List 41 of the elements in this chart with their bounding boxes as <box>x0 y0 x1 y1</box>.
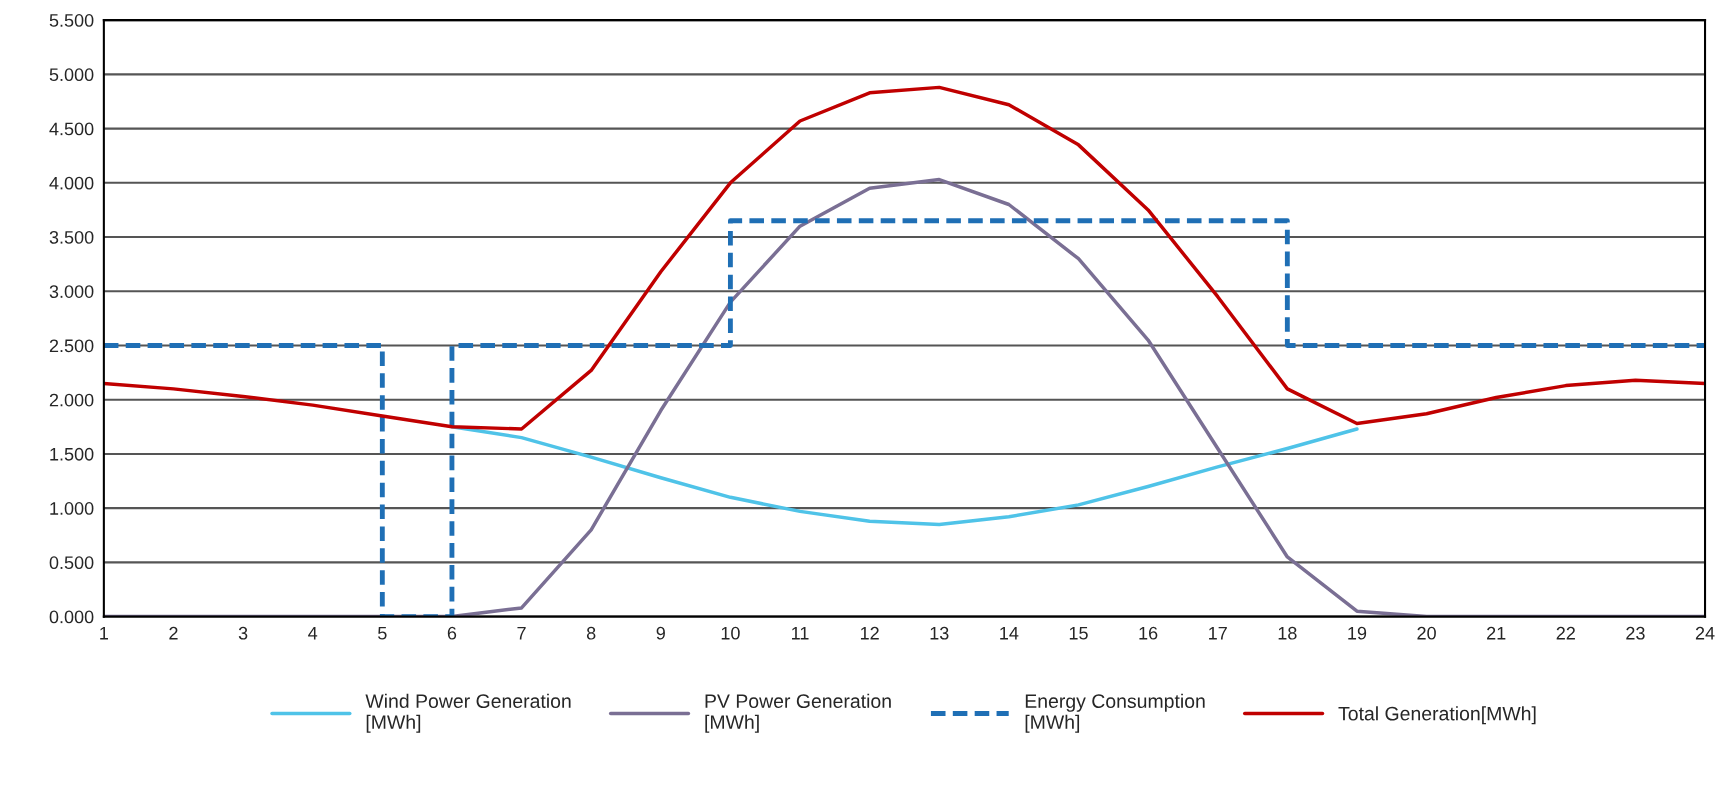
x-tick-label: 24 <box>1695 626 1715 640</box>
y-tick-label: 3.000 <box>49 285 94 298</box>
y-tick-label: 5.000 <box>49 68 94 82</box>
line-series <box>103 85 1706 431</box>
legend-label: PV Power Generation [MWh] <box>705 693 891 733</box>
x-tick-label: 5 <box>378 626 387 640</box>
y-tick-label: 1.500 <box>50 447 94 461</box>
y-tick-label: 0.000 <box>49 610 94 624</box>
legend-label: Total Generation[MWh] <box>1338 706 1536 725</box>
legend-label: Energy Consumption [MWh] <box>1025 693 1205 733</box>
x-tick-label: 9 <box>656 626 665 640</box>
x-tick-label: 12 <box>860 626 879 640</box>
legend-label: Wind Power Generation [MWh] <box>365 693 571 733</box>
y-tick-label: 4.000 <box>49 176 94 190</box>
x-tick-label: 3 <box>238 626 248 640</box>
x-tick-label: 11 <box>792 626 809 640</box>
x-tick-label: 4 <box>308 626 318 640</box>
x-tick-label: 10 <box>721 626 740 640</box>
x-tick-label: 21 <box>1487 626 1506 640</box>
y-tick-label: 2.500 <box>49 339 94 353</box>
y-tick-label: 2.000 <box>49 393 94 407</box>
x-tick-label: 19 <box>1348 626 1367 640</box>
x-tick-label: 8 <box>586 626 596 640</box>
x-tick-label: 14 <box>1000 626 1019 640</box>
y-tick-label: 5.500 <box>49 14 94 27</box>
y-tick-label: 3.500 <box>49 230 94 244</box>
x-tick-label: 22 <box>1556 626 1575 640</box>
x-tick-label: 20 <box>1417 626 1436 640</box>
y-tick-label: 1.000 <box>50 502 94 515</box>
x-tick-label: 7 <box>517 626 526 640</box>
x-tick-label: 15 <box>1069 626 1088 640</box>
y-tick-label: 0.500 <box>49 556 94 570</box>
x-tick-label: 13 <box>930 626 949 640</box>
x-tick-label: 6 <box>447 626 457 640</box>
x-tick-label: 17 <box>1209 626 1227 640</box>
y-tick-label: 4.500 <box>49 122 94 136</box>
x-tick-label: 23 <box>1626 626 1645 640</box>
x-tick-label: 1 <box>100 626 108 640</box>
x-tick-label: 16 <box>1139 626 1158 640</box>
x-tick-label: 18 <box>1278 626 1297 640</box>
x-tick-label: 2 <box>169 626 178 640</box>
